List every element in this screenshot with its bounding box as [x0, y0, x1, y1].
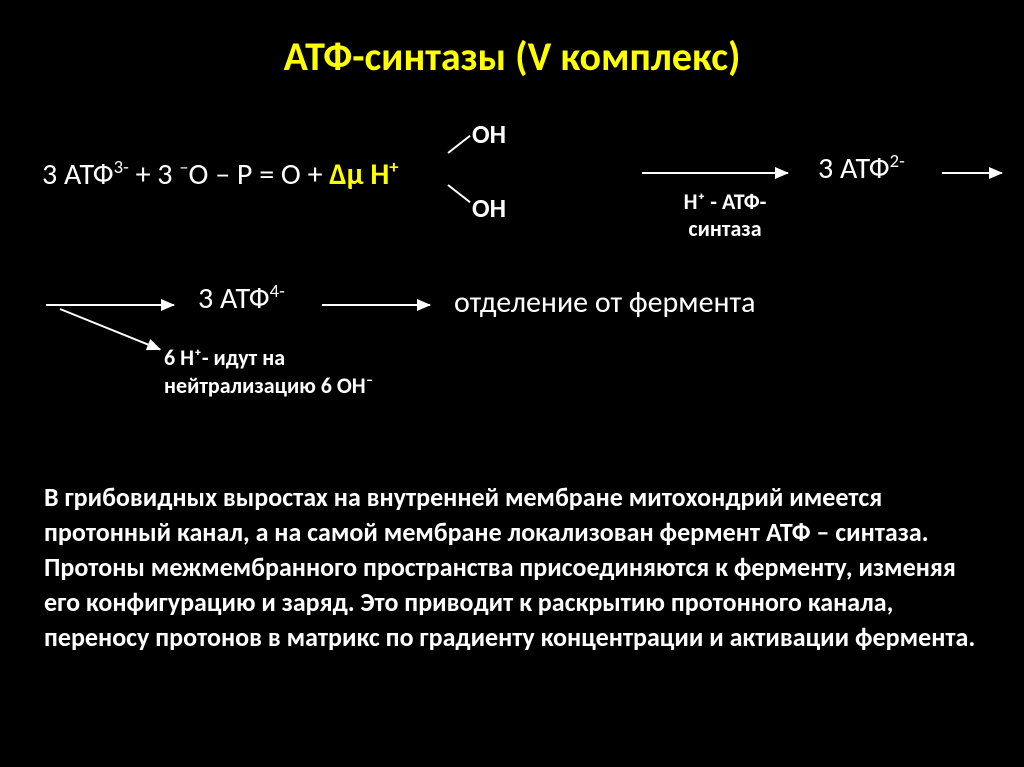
h6-note: 6 Н⁺- идут нанейтрализацию 6 ОН⁻: [164, 344, 373, 399]
oh-top-bond: [447, 135, 470, 154]
equation-lhs: 3 АТФ3- + 3 –О – Р = О + Δμ Н+: [42, 156, 399, 193]
oh-bottom-label: ОН: [472, 192, 506, 224]
slide-title: АТФ-синтазы (V комплекс): [0, 32, 1024, 81]
arrow-3: [46, 304, 174, 306]
oh-bottom-bond: [447, 184, 470, 203]
arrow-4: [322, 304, 430, 306]
eq-neg: –: [179, 155, 188, 178]
arrow-1-label: Н⁺ - АТФ-синтаза: [660, 188, 790, 242]
body-paragraph: В грибовидных выростах на внутренней мем…: [44, 480, 984, 655]
eq-delta: Δμ Н+: [329, 156, 398, 193]
eq-mid: + 3: [129, 156, 180, 193]
arrow-2: [942, 172, 1002, 174]
eq-atp3-pre: 3 АТФ: [42, 156, 114, 193]
arrow-1: [642, 172, 788, 174]
separation-label: отделение от фермента: [454, 284, 756, 321]
eq-post: О – Р = О +: [189, 156, 330, 193]
atp2-label: 3 АТФ2-: [818, 150, 905, 187]
atp4-label: 3 АТФ4-: [198, 280, 285, 317]
arrow-5: [60, 308, 161, 350]
oh-top-label: ОН: [472, 118, 506, 150]
eq-atp3-sup: 3-: [114, 155, 129, 178]
